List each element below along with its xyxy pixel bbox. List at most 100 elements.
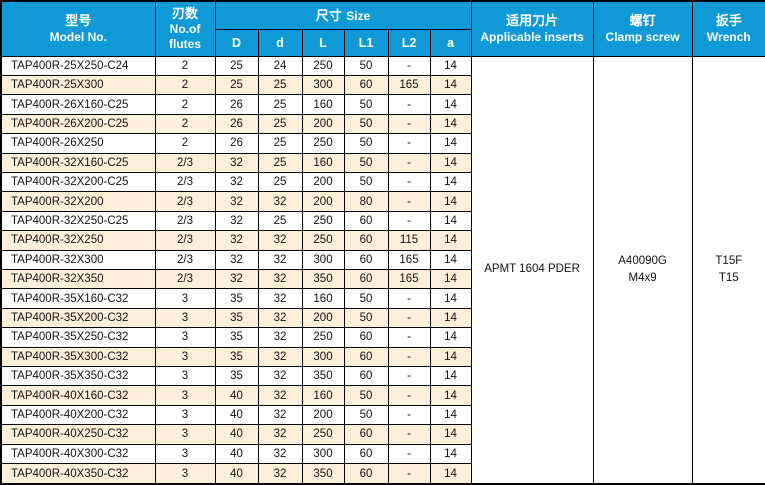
applicable-inserts-cell: APMT 1604 PDER: [470, 55, 594, 485]
cell-L2: -: [387, 210, 431, 232]
cell-d: 25: [257, 94, 303, 115]
column-header-inserts-zh: 适用刀片: [506, 13, 559, 29]
table-row: TAP400R-40X160-C32 3 40 32 160 50-14: [0, 385, 765, 406]
cell-flutes: 3: [154, 443, 216, 465]
cell-a: 14: [429, 365, 472, 387]
cell-a: 14: [429, 94, 472, 115]
cell-flutes: 3: [154, 404, 216, 426]
cell-L: 250: [301, 133, 345, 154]
cell-L1: 50: [343, 94, 389, 115]
cell-a: 14: [429, 288, 472, 309]
table-row: TAP400R-40X250-C32 3 40 32 250 60-14: [0, 424, 765, 445]
cell-flutes: 2/3: [154, 230, 216, 251]
cell-D: 32: [214, 152, 259, 173]
cell-L1: 60: [343, 424, 389, 445]
cell-d: 32: [257, 404, 303, 426]
cell-model-no: TAP400R-26X160-C25: [0, 94, 156, 115]
cell-L: 160: [301, 94, 345, 115]
cell-a: 14: [429, 171, 472, 193]
column-header-size-zh: 尺寸: [315, 8, 342, 24]
cell-flutes: 2/3: [154, 268, 216, 290]
cell-a: 14: [429, 346, 472, 368]
cell-a: 14: [429, 327, 472, 348]
cell-a: 14: [429, 55, 472, 76]
cell-flutes: 2/3: [154, 152, 216, 173]
cell-L2: -: [387, 463, 431, 485]
cell-model-no: TAP400R-32X160-C25: [0, 152, 156, 173]
cell-d: 24: [257, 55, 303, 76]
cell-a: 14: [429, 113, 472, 135]
cell-L1: 50: [343, 307, 389, 329]
cell-D: 40: [214, 385, 259, 406]
table-row: TAP400R-25X300 2 25 25 300 60 165 14: [0, 74, 765, 96]
clamp-screw-cell: A40090G M4x9: [592, 55, 693, 485]
cell-L: 350: [301, 463, 345, 485]
cell-D: 32: [214, 230, 259, 251]
cell-L: 200: [301, 171, 345, 193]
cell-model-no: TAP400R-40X350-C32: [0, 463, 156, 485]
cell-a: 14: [429, 230, 472, 251]
cell-model-no: TAP400R-40X250-C32: [0, 424, 156, 445]
cell-a: 14: [429, 424, 472, 445]
cell-flutes: 3: [154, 346, 216, 368]
cell-D: 35: [214, 327, 259, 348]
size-subheader-L: L: [301, 28, 345, 57]
cell-L: 300: [301, 249, 345, 270]
cell-flutes: 3: [154, 424, 216, 445]
cell-L1: 80: [343, 191, 389, 212]
cell-model-no: TAP400R-35X300-C32: [0, 346, 156, 368]
cell-L1: 50: [343, 171, 389, 193]
column-header-flutes-en: No.of flutes: [168, 22, 201, 51]
cell-model-no: TAP400R-35X200-C32: [0, 307, 156, 329]
table-row: TAP400R-40X300-C32 3 40 32 300 60-14: [0, 443, 765, 465]
cell-d: 32: [257, 424, 303, 445]
cell-flutes: 2/3: [154, 210, 216, 232]
cell-L: 160: [301, 152, 345, 173]
column-header-flutes-zh: 刃数: [171, 6, 198, 22]
cell-d: 32: [257, 463, 303, 485]
table-row: TAP400R-35X250-C32 3 35 32 250 60-14: [0, 327, 765, 348]
cell-model-no: TAP400R-26X250: [0, 133, 156, 154]
table-row: TAP400R-25X250-C24 2 25 24 250 50-14 APMT 1604…: [0, 55, 765, 485]
cell-L: 200: [301, 191, 345, 212]
cell-L2: -: [387, 152, 431, 173]
cell-L: 300: [301, 346, 345, 368]
cell-L1: 60: [343, 230, 389, 251]
cell-d: 32: [257, 288, 303, 309]
cell-L2: -: [387, 385, 431, 406]
cell-L2: -: [387, 365, 431, 387]
table-header: 型号 Model No. 刃数 No.of flutes 尺寸 Size 适用刀…: [0, 0, 765, 57]
table-row: TAP400R-32X250 2/3 32 32 250 60 115 14: [0, 230, 765, 251]
cell-L: 250: [301, 327, 345, 348]
cell-L2: -: [387, 288, 431, 309]
table-row: TAP400R-40X350-C32 3 40 32 350 60-14: [0, 463, 765, 485]
cell-flutes: 2: [154, 133, 216, 154]
cell-d: 32: [257, 268, 303, 290]
cell-flutes: 3: [154, 327, 216, 348]
size-subheader-L2: L2: [387, 28, 431, 57]
column-header-screw: 螺钉 Clamp screw: [592, 0, 693, 57]
column-header-screw-zh: 螺钉: [629, 13, 656, 29]
column-header-model-zh: 型号: [65, 13, 92, 29]
cell-L2: -: [387, 346, 431, 368]
cell-L: 350: [301, 268, 345, 290]
cell-D: 35: [214, 288, 259, 309]
cell-d: 25: [257, 210, 303, 232]
cell-L1: 50: [343, 133, 389, 154]
cell-L: 300: [301, 74, 345, 96]
cell-d: 25: [257, 152, 303, 173]
table-body: TAP400R-25X250-C24 2 25 24 250 50-14 APMT 1604…: [0, 55, 765, 485]
cell-L: 160: [301, 288, 345, 309]
cell-L2: 115: [387, 230, 431, 251]
column-header-wrench-en: Wrench: [706, 29, 751, 44]
column-header-model-en: Model No.: [49, 29, 107, 44]
cell-L2: -: [387, 113, 431, 135]
cell-a: 14: [429, 307, 472, 329]
cell-a: 14: [429, 133, 472, 154]
cell-D: 40: [214, 404, 259, 426]
column-header-size-en: Size: [346, 9, 371, 24]
table-row: TAP400R-26X200-C25 2 26 25 200 50-14: [0, 113, 765, 135]
wrench-cell: T15F T15: [691, 55, 765, 485]
cell-L: 250: [301, 230, 345, 251]
cell-L2: -: [387, 55, 431, 76]
